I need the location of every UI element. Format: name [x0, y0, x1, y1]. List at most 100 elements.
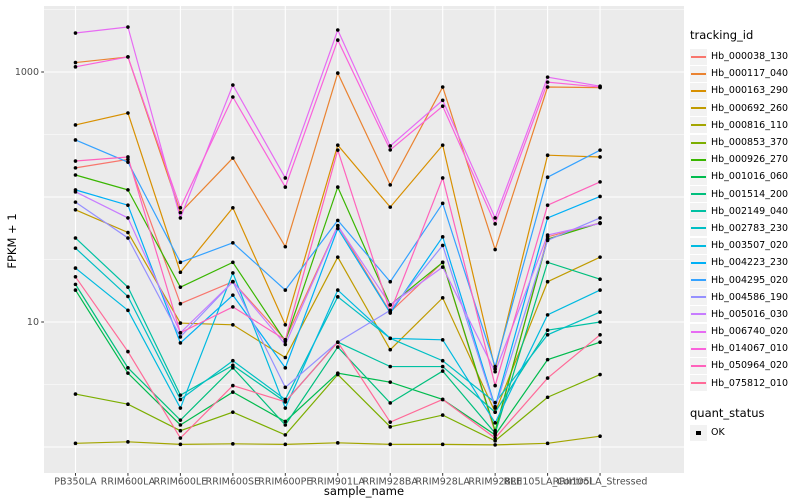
data-point: [283, 322, 288, 327]
legend-key-line-icon: [690, 357, 707, 374]
legend-label: Hb_001514_200: [711, 188, 789, 200]
data-point: [335, 71, 340, 75]
data-point: [126, 25, 130, 29]
legend-label: Hb_000038_130: [711, 51, 789, 63]
data-point: [388, 310, 393, 314]
data-point: [335, 28, 340, 32]
data-point: [73, 288, 78, 292]
data-point: [388, 401, 393, 405]
legend-key-line-icon: [690, 65, 707, 82]
legend-key-line-icon: [690, 100, 707, 117]
data-point: [126, 285, 130, 289]
data-point: [231, 390, 235, 394]
legend-key-line-icon: [690, 289, 707, 306]
legend-entry: Hb_003507_020: [690, 237, 800, 254]
plot-panel: [44, 6, 684, 473]
data-point: [493, 436, 497, 440]
data-point: [73, 173, 78, 177]
legend-entry: Hb_000117_040: [690, 65, 800, 82]
data-point: [545, 279, 550, 284]
y-tick-label: 1000: [15, 67, 39, 78]
data-point: [545, 153, 550, 157]
legend-label: Hb_006740_020: [711, 326, 789, 338]
legend-entry: Hb_005016_030: [690, 306, 800, 323]
x-tick-label: RRIM928LA: [416, 477, 471, 488]
legend-label: Hb_002783_230: [711, 222, 789, 234]
data-point: [126, 349, 130, 354]
x-axis-title: sample_name: [323, 484, 405, 498]
y-tick-label: 10: [27, 317, 39, 328]
data-point: [231, 83, 235, 87]
legend-label: Hb_000163_290: [711, 85, 789, 97]
data-point: [178, 423, 183, 427]
data-point: [335, 441, 340, 445]
data-point: [283, 399, 288, 404]
legend-entry: Hb_000163_290: [690, 82, 800, 99]
data-point: [545, 328, 550, 332]
data-point: [335, 226, 340, 231]
data-point: [231, 293, 235, 297]
legend-key-line-icon: [690, 82, 707, 99]
data-point: [178, 428, 183, 433]
legend-label: Hb_000692_260: [711, 102, 789, 114]
data-point: [283, 288, 288, 292]
data-point: [73, 200, 78, 204]
data-point: [493, 428, 497, 433]
data-point: [493, 222, 497, 226]
data-point: [126, 294, 130, 299]
data-point: [440, 260, 445, 265]
data-point: [598, 148, 602, 152]
legend: tracking_id Hb_000038_130 Hb_000117_040 Hb…: [688, 0, 800, 500]
data-point: [126, 308, 130, 313]
data-point: [73, 392, 78, 396]
data-point: [283, 385, 288, 390]
data-point: [231, 322, 235, 327]
legend-entry: Hb_001016_060: [690, 168, 800, 185]
data-point: [231, 305, 235, 309]
data-point: [335, 288, 340, 292]
data-point: [598, 221, 602, 226]
data-point: [73, 207, 78, 212]
data-point: [598, 255, 602, 259]
data-point: [126, 440, 130, 444]
data-point: [493, 369, 497, 374]
data-point: [178, 406, 183, 410]
x-tick-label: RRIM901LA: [311, 477, 366, 488]
data-point: [73, 246, 78, 250]
data-point: [598, 85, 602, 89]
legend-key-line-icon: [690, 306, 707, 323]
data-point: [335, 148, 340, 152]
data-point: [388, 205, 393, 209]
data-point: [73, 236, 78, 240]
legend-label: Hb_004223_230: [711, 257, 789, 269]
data-point: [126, 371, 130, 375]
data-point: [231, 442, 235, 446]
data-point: [178, 341, 183, 345]
data-point: [545, 313, 550, 317]
data-point: [126, 402, 130, 406]
data-point: [231, 279, 235, 284]
legend-entry: Hb_004586_190: [690, 289, 800, 306]
data-point: [388, 336, 393, 341]
legend-entry: Hb_002149_040: [690, 203, 800, 220]
data-point: [283, 406, 288, 410]
legend-key-line-icon: [690, 151, 707, 168]
data-point: [73, 190, 78, 194]
data-point: [598, 372, 602, 377]
legend-entry: Hb_000038_130: [690, 48, 800, 65]
data-point: [231, 363, 235, 368]
data-point: [126, 236, 130, 240]
data-point: [440, 358, 445, 363]
legend-label: Hb_002149_040: [711, 205, 789, 217]
legend-entry: Hb_002783_230: [690, 220, 800, 237]
data-point: [73, 441, 78, 446]
data-point: [388, 420, 393, 424]
data-point: [493, 216, 497, 220]
legend-label: Hb_001016_060: [711, 171, 789, 183]
legend-label: Hb_050964_020: [711, 360, 789, 372]
data-point: [126, 230, 130, 235]
data-point: [231, 241, 235, 245]
data-point: [178, 216, 183, 220]
data-point: [335, 255, 340, 259]
